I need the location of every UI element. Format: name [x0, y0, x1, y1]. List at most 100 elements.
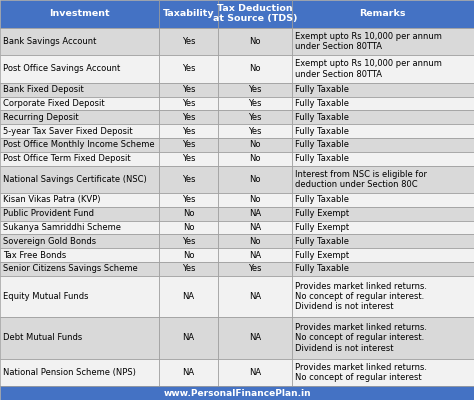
Text: No: No: [182, 223, 194, 232]
Bar: [292, 138, 474, 152]
Bar: [159, 83, 218, 96]
Bar: [0, 207, 159, 221]
Bar: [0, 152, 159, 166]
Text: Recurring Deposit: Recurring Deposit: [3, 113, 79, 122]
Text: Corporate Fixed Deposit: Corporate Fixed Deposit: [3, 99, 105, 108]
Text: Exempt upto Rs 10,000 per annum
under Section 80TTA: Exempt upto Rs 10,000 per annum under Se…: [295, 59, 442, 79]
Text: Bank Fixed Deposit: Bank Fixed Deposit: [3, 85, 84, 94]
Text: Provides market linked returns.
No concept of regular interest.
Dividend is not : Provides market linked returns. No conce…: [295, 282, 427, 312]
Bar: [0, 138, 159, 152]
Text: Provides market linked returns.
No concept of regular interest.
Dividend is not : Provides market linked returns. No conce…: [295, 323, 427, 353]
Bar: [159, 234, 218, 248]
Text: Post Office Savings Account: Post Office Savings Account: [3, 64, 120, 74]
Bar: [292, 55, 474, 83]
Bar: [0, 248, 159, 262]
Bar: [292, 359, 474, 386]
Bar: [218, 207, 292, 221]
Bar: [159, 152, 218, 166]
Text: 5-year Tax Saver Fixed Deposit: 5-year Tax Saver Fixed Deposit: [3, 126, 133, 136]
Text: Yes: Yes: [182, 113, 195, 122]
Bar: [0, 83, 159, 96]
Bar: [0, 317, 159, 359]
Bar: [0, 234, 159, 248]
Text: Exempt upto Rs 10,000 per annum
under Section 80TTA: Exempt upto Rs 10,000 per annum under Se…: [295, 32, 442, 51]
Text: Yes: Yes: [182, 175, 195, 184]
Text: Investment: Investment: [49, 9, 109, 18]
Text: Yes: Yes: [248, 85, 262, 94]
Bar: [218, 276, 292, 317]
Text: Yes: Yes: [182, 126, 195, 136]
Bar: [292, 207, 474, 221]
Text: Remarks: Remarks: [359, 9, 406, 18]
Text: Fully Taxable: Fully Taxable: [295, 140, 349, 149]
Bar: [0, 359, 159, 386]
Bar: [0, 166, 159, 193]
Bar: [0, 110, 159, 124]
Bar: [159, 221, 218, 234]
Bar: [292, 234, 474, 248]
Text: Fully Exempt: Fully Exempt: [295, 223, 349, 232]
Text: Yes: Yes: [182, 85, 195, 94]
Bar: [292, 276, 474, 317]
Bar: [0, 28, 159, 55]
Bar: [292, 317, 474, 359]
Bar: [159, 276, 218, 317]
Bar: [292, 124, 474, 138]
Bar: [218, 248, 292, 262]
Bar: [218, 28, 292, 55]
Text: Taxability: Taxability: [163, 9, 214, 18]
Text: National Savings Certificate (NSC): National Savings Certificate (NSC): [3, 175, 147, 184]
Bar: [0, 276, 159, 317]
Text: Yes: Yes: [182, 140, 195, 149]
Bar: [292, 166, 474, 193]
Bar: [159, 207, 218, 221]
Bar: [218, 55, 292, 83]
Bar: [292, 83, 474, 96]
Bar: [218, 110, 292, 124]
Text: Yes: Yes: [248, 126, 262, 136]
Bar: [159, 0, 218, 28]
Text: No: No: [249, 140, 261, 149]
Text: Public Provident Fund: Public Provident Fund: [3, 209, 94, 218]
Text: No: No: [249, 175, 261, 184]
Text: Fully Taxable: Fully Taxable: [295, 99, 349, 108]
Text: Tax Deduction
at Source (TDS): Tax Deduction at Source (TDS): [212, 4, 297, 24]
Bar: [0, 0, 159, 28]
Text: No: No: [182, 251, 194, 260]
Bar: [218, 221, 292, 234]
Bar: [292, 110, 474, 124]
Text: No: No: [249, 154, 261, 163]
Text: Kisan Vikas Patra (KVP): Kisan Vikas Patra (KVP): [3, 196, 101, 204]
Text: Yes: Yes: [248, 113, 262, 122]
Bar: [292, 0, 474, 28]
Text: Yes: Yes: [182, 154, 195, 163]
Bar: [159, 110, 218, 124]
Bar: [292, 193, 474, 207]
Text: Fully Taxable: Fully Taxable: [295, 126, 349, 136]
Bar: [159, 28, 218, 55]
Text: Yes: Yes: [248, 264, 262, 274]
Text: Yes: Yes: [182, 264, 195, 274]
Text: Equity Mutual Funds: Equity Mutual Funds: [3, 292, 89, 301]
Bar: [292, 96, 474, 110]
Text: National Pension Scheme (NPS): National Pension Scheme (NPS): [3, 368, 136, 377]
Text: Yes: Yes: [182, 64, 195, 74]
Text: Yes: Yes: [182, 37, 195, 46]
Bar: [159, 55, 218, 83]
Text: Sovereign Gold Bonds: Sovereign Gold Bonds: [3, 237, 96, 246]
Text: Senior Citizens Savings Scheme: Senior Citizens Savings Scheme: [3, 264, 138, 274]
Text: NA: NA: [182, 292, 194, 301]
Bar: [218, 152, 292, 166]
Text: Yes: Yes: [248, 99, 262, 108]
Text: NA: NA: [249, 251, 261, 260]
Text: Bank Savings Account: Bank Savings Account: [3, 37, 97, 46]
Text: NA: NA: [249, 368, 261, 377]
Bar: [159, 193, 218, 207]
Text: Sukanya Samriddhi Scheme: Sukanya Samriddhi Scheme: [3, 223, 121, 232]
Text: Fully Taxable: Fully Taxable: [295, 154, 349, 163]
Text: Fully Taxable: Fully Taxable: [295, 85, 349, 94]
Text: NA: NA: [182, 334, 194, 342]
Text: Fully Taxable: Fully Taxable: [295, 113, 349, 122]
Text: NA: NA: [249, 209, 261, 218]
Bar: [218, 166, 292, 193]
